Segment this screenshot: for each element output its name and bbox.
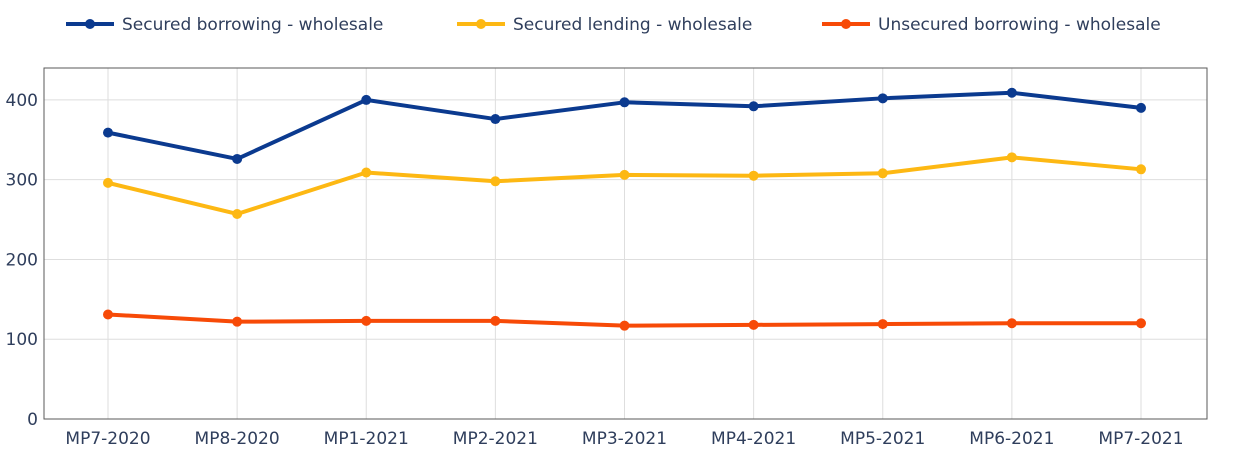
data-point — [1006, 152, 1017, 163]
data-point — [490, 114, 501, 125]
legend-item: Unsecured borrowing - wholesale — [822, 15, 1161, 35]
series-3 — [103, 309, 1146, 331]
legend-swatch-marker — [841, 19, 851, 29]
data-point — [1136, 318, 1146, 329]
y-tick-label: 100 — [6, 330, 38, 350]
x-tick-label: MP7-2020 — [65, 429, 150, 449]
data-point — [1006, 318, 1017, 329]
series-layer — [103, 87, 1146, 331]
data-point — [619, 97, 630, 108]
data-point — [619, 169, 630, 180]
data-point — [103, 309, 113, 320]
legend-item: Secured borrowing - wholesale — [66, 15, 383, 35]
series-2 — [103, 152, 1146, 219]
y-axis: 0 100 200 300 400 — [6, 91, 38, 430]
data-point — [103, 177, 113, 188]
x-tick-label: MP5-2021 — [840, 429, 925, 449]
data-point — [103, 127, 113, 138]
data-point — [619, 320, 630, 331]
y-tick-label: 300 — [6, 171, 38, 191]
legend-swatch-marker — [85, 19, 95, 29]
data-point — [877, 93, 888, 104]
data-point — [748, 319, 759, 330]
legend-label: Unsecured borrowing - wholesale — [878, 15, 1161, 35]
legend-label: Secured borrowing - wholesale — [122, 15, 383, 35]
plot-area — [43, 67, 1208, 420]
data-point — [232, 153, 243, 164]
x-axis: MP7-2020 MP8-2020 MP1-2021 MP2-2021 MP3-2021… — [65, 429, 1183, 449]
x-tick-label: MP6-2021 — [969, 429, 1054, 449]
x-tick-label: MP4-2021 — [711, 429, 796, 449]
data-point — [490, 315, 501, 326]
data-point — [490, 176, 501, 187]
legend-item: Secured lending - wholesale — [457, 15, 752, 35]
x-tick-label: MP8-2020 — [195, 429, 280, 449]
data-point — [1136, 102, 1146, 113]
y-tick-label: 200 — [6, 250, 38, 270]
data-point — [361, 167, 372, 178]
grid — [44, 68, 1207, 419]
legend: Secured borrowing - wholesale Secured len… — [66, 15, 1161, 35]
x-tick-label: MP1-2021 — [324, 429, 409, 449]
data-point — [1136, 164, 1146, 175]
x-tick-label: MP3-2021 — [582, 429, 667, 449]
data-point — [877, 168, 888, 179]
y-tick-label: 0 — [27, 410, 38, 430]
data-point — [361, 94, 372, 105]
data-point — [361, 315, 372, 326]
data-point — [877, 319, 888, 330]
y-tick-label: 400 — [6, 91, 38, 111]
x-tick-label: MP7-2021 — [1098, 429, 1183, 449]
data-point — [748, 170, 759, 181]
data-point — [1006, 87, 1017, 98]
legend-swatch-marker — [476, 19, 486, 29]
data-point — [232, 316, 243, 327]
series-1 — [103, 87, 1146, 164]
legend-label: Secured lending - wholesale — [513, 15, 752, 35]
data-point — [748, 101, 759, 112]
x-tick-label: MP2-2021 — [453, 429, 538, 449]
data-point — [232, 208, 243, 219]
